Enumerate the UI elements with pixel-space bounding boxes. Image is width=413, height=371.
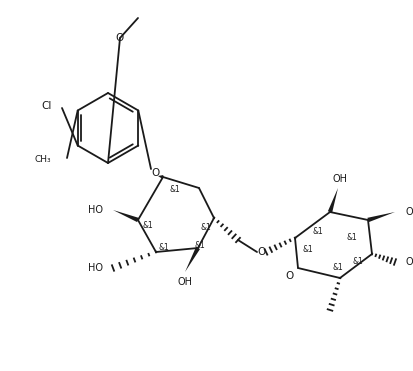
Text: &1: &1: [332, 263, 343, 273]
Text: &1: &1: [303, 246, 313, 255]
Polygon shape: [328, 188, 338, 213]
Text: OH: OH: [405, 207, 413, 217]
Text: &1: &1: [201, 223, 211, 233]
Text: HO: HO: [88, 205, 103, 215]
Polygon shape: [158, 175, 164, 179]
Text: &1: &1: [195, 240, 205, 250]
Polygon shape: [367, 212, 395, 222]
Text: O: O: [258, 247, 266, 257]
Text: O: O: [151, 168, 159, 178]
Text: &1: &1: [313, 227, 323, 236]
Text: O: O: [286, 271, 294, 281]
Text: OH: OH: [405, 257, 413, 267]
Text: CH₃: CH₃: [34, 155, 51, 164]
Text: HO: HO: [88, 263, 103, 273]
Text: OH: OH: [178, 277, 192, 287]
Text: OH: OH: [332, 174, 347, 184]
Polygon shape: [185, 247, 200, 272]
Text: O: O: [116, 33, 124, 43]
Text: &1: &1: [347, 233, 357, 243]
Polygon shape: [113, 210, 139, 222]
Text: &1: &1: [353, 257, 363, 266]
Text: &1: &1: [170, 186, 180, 194]
Text: &1: &1: [142, 221, 153, 230]
Text: Cl: Cl: [42, 101, 52, 111]
Text: &1: &1: [159, 243, 169, 253]
